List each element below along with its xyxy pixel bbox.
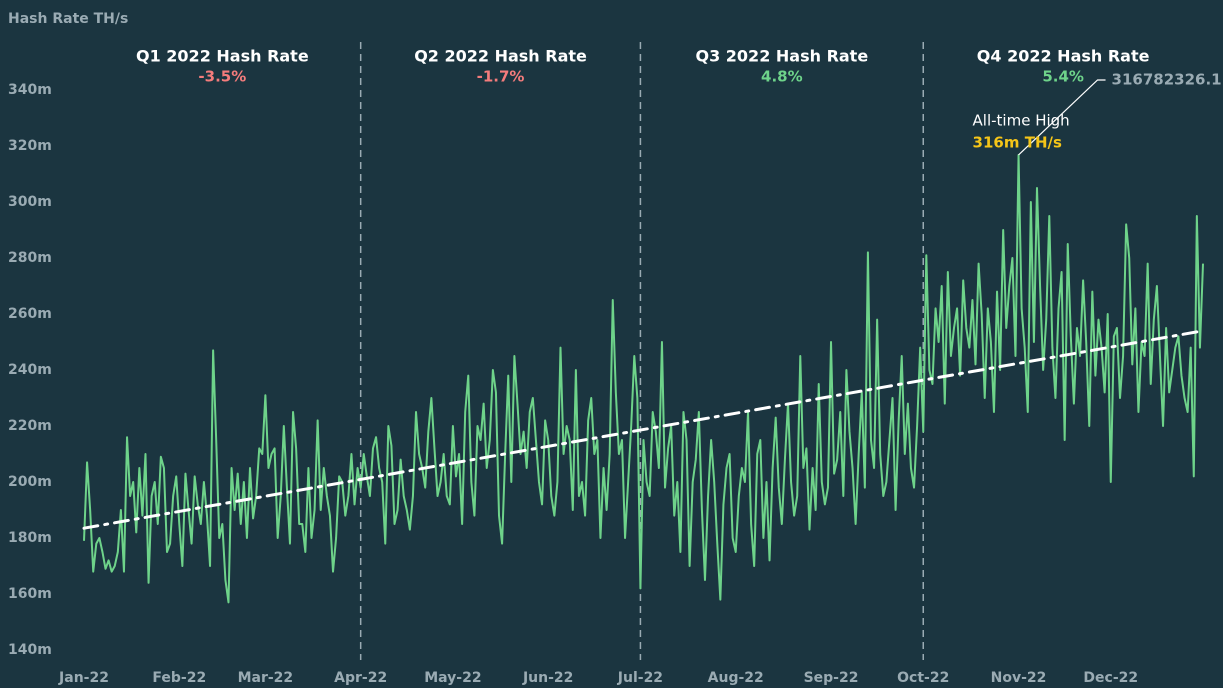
- quarter-title: Q4 2022 Hash Rate: [977, 47, 1150, 66]
- annotation-value: 316m TH/s: [973, 134, 1062, 152]
- y-tick-label: 180m: [8, 530, 52, 546]
- annotation-text: All-time High: [973, 112, 1070, 130]
- x-tick-label: Jan-22: [58, 670, 109, 686]
- x-tick-label: Oct-22: [897, 670, 949, 686]
- quarter-change: 4.8%: [761, 68, 803, 86]
- x-tick-label: Aug-22: [708, 670, 764, 686]
- quarter-title: Q1 2022 Hash Rate: [136, 47, 309, 66]
- annotation-leader: [1018, 79, 1106, 156]
- x-tick-label: Nov-22: [991, 670, 1047, 686]
- y-tick-label: 200m: [8, 474, 52, 490]
- x-tick-label: Sep-22: [804, 670, 859, 686]
- x-tick-label: Apr-22: [334, 670, 387, 686]
- y-tick-label: 340m: [8, 82, 52, 98]
- y-tick-label: 240m: [8, 362, 52, 378]
- quarter-change: -3.5%: [198, 68, 246, 86]
- quarter-title: Q3 2022 Hash Rate: [695, 47, 868, 66]
- quarter-change: -1.7%: [477, 68, 525, 86]
- y-tick-label: 140m: [8, 642, 52, 658]
- x-tick-label: Jun-22: [522, 670, 573, 686]
- x-tick-label: Feb-22: [152, 670, 206, 686]
- y-tick-label: 220m: [8, 418, 52, 434]
- y-axis-label: Hash Rate TH/s: [8, 11, 128, 27]
- y-tick-label: 320m: [8, 138, 52, 154]
- y-tick-label: 160m: [8, 586, 52, 602]
- y-tick-label: 300m: [8, 194, 52, 210]
- quarter-change: 5.4%: [1042, 68, 1084, 86]
- y-tick-label: 260m: [8, 306, 52, 322]
- x-tick-label: Dec-22: [1083, 670, 1138, 686]
- x-tick-label: May-22: [424, 670, 481, 686]
- hash-rate-line: [83, 153, 1204, 604]
- x-tick-label: Mar-22: [238, 670, 294, 686]
- x-tick-label: Jul-22: [617, 670, 663, 686]
- quarter-title: Q2 2022 Hash Rate: [414, 47, 587, 66]
- y-tick-label: 280m: [8, 250, 52, 266]
- trend-line: [82, 329, 1205, 530]
- annotation-raw-value: 316782326.1: [1112, 71, 1222, 89]
